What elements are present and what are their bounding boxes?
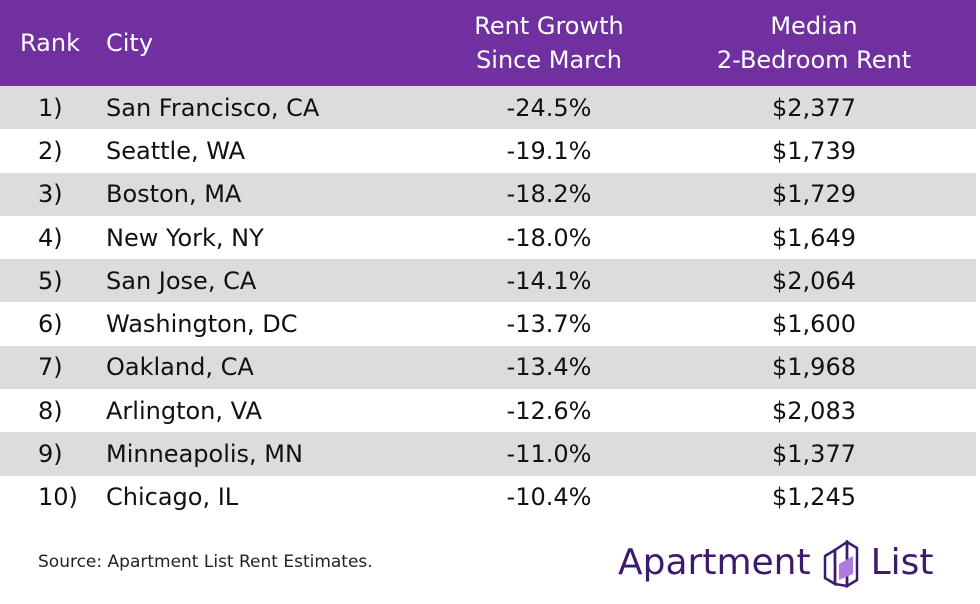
cell-rent: $1,739 [772, 136, 856, 165]
rent-table: Rank City Rent Growth Since March Median… [0, 0, 976, 519]
table-row: 5) San Jose, CA -14.1% $2,064 [0, 259, 976, 303]
cell-city: Boston, MA [106, 180, 242, 209]
cell-rent: $2,083 [772, 396, 856, 425]
cell-city: Oakland, CA [106, 353, 254, 382]
building-logo-icon [821, 534, 861, 590]
table-row: 7) Oakland, CA -13.4% $1,968 [0, 345, 976, 390]
header-median-rent: Median 2-Bedroom Rent [652, 9, 976, 77]
cell-rank: 10) [38, 483, 78, 512]
table-row: 4) New York, NY -18.0% $1,649 [0, 215, 976, 260]
table-row: 8) Arlington, VA -12.6% $2,083 [0, 389, 976, 433]
cell-rent: $2,064 [772, 266, 856, 295]
cell-growth: -24.5% [506, 93, 592, 122]
cell-rank: 5) [38, 266, 63, 295]
cell-growth: -13.7% [506, 310, 592, 339]
cell-city: Chicago, IL [106, 483, 239, 512]
logo-word-apartment: Apartment [618, 541, 811, 583]
header-growth-line2: Since March [476, 46, 622, 74]
cell-growth: -12.6% [506, 396, 592, 425]
cell-growth: -14.1% [506, 266, 592, 295]
cell-rent: $1,729 [772, 180, 856, 209]
logo-word-list: List [870, 541, 934, 583]
cell-city: San Jose, CA [106, 266, 257, 295]
cell-growth: -18.0% [506, 223, 592, 252]
table-row: 6) Washington, DC -13.7% $1,600 [0, 302, 976, 346]
source-note: Source: Apartment List Rent Estimates. [38, 552, 373, 572]
table-row: 1) San Francisco, CA -24.5% $2,377 [0, 86, 976, 130]
cell-growth: -11.0% [506, 440, 592, 469]
cell-growth: -10.4% [506, 483, 592, 512]
header-growth-line1: Rent Growth [474, 12, 624, 40]
cell-city: Washington, DC [106, 310, 298, 339]
table-row: 2) Seattle, WA -19.1% $1,739 [0, 129, 976, 173]
cell-rank: 8) [38, 396, 63, 425]
cell-growth: -18.2% [506, 180, 592, 209]
apartment-list-logo: Apartment List [618, 534, 934, 590]
cell-city: Seattle, WA [106, 136, 246, 165]
cell-rank: 6) [38, 310, 63, 339]
cell-city: New York, NY [106, 223, 264, 252]
cell-rent: $1,600 [772, 310, 856, 339]
cell-rank: 4) [38, 223, 63, 252]
table-row: 9) Minneapolis, MN -11.0% $1,377 [0, 432, 976, 476]
cell-rank: 1) [38, 93, 63, 122]
table-header: Rank City Rent Growth Since March Median… [0, 0, 976, 86]
cell-rank: 7) [38, 353, 63, 382]
header-rent-line1: Median [770, 12, 858, 40]
cell-rent: $1,968 [772, 353, 856, 382]
header-rent-line2: 2-Bedroom Rent [716, 46, 912, 74]
cell-rank: 2) [38, 136, 63, 165]
table-row: 3) Boston, MA -18.2% $1,729 [0, 172, 976, 216]
cell-rent: $1,649 [772, 223, 856, 252]
cell-rent: $1,245 [772, 483, 856, 512]
header-city: City [106, 29, 154, 57]
header-rent-growth: Rent Growth Since March [446, 9, 652, 77]
cell-growth: -19.1% [506, 136, 592, 165]
cell-growth: -13.4% [506, 353, 592, 382]
cell-rent: $2,377 [772, 93, 856, 122]
cell-rank: 3) [38, 180, 63, 209]
header-rank: Rank [20, 29, 80, 57]
table-row: 10) Chicago, IL -10.4% $1,245 [0, 475, 976, 519]
cell-rent: $1,377 [772, 440, 856, 469]
cell-city: Arlington, VA [106, 396, 262, 425]
cell-city: San Francisco, CA [106, 93, 320, 122]
cell-rank: 9) [38, 440, 63, 469]
cell-city: Minneapolis, MN [106, 440, 303, 469]
